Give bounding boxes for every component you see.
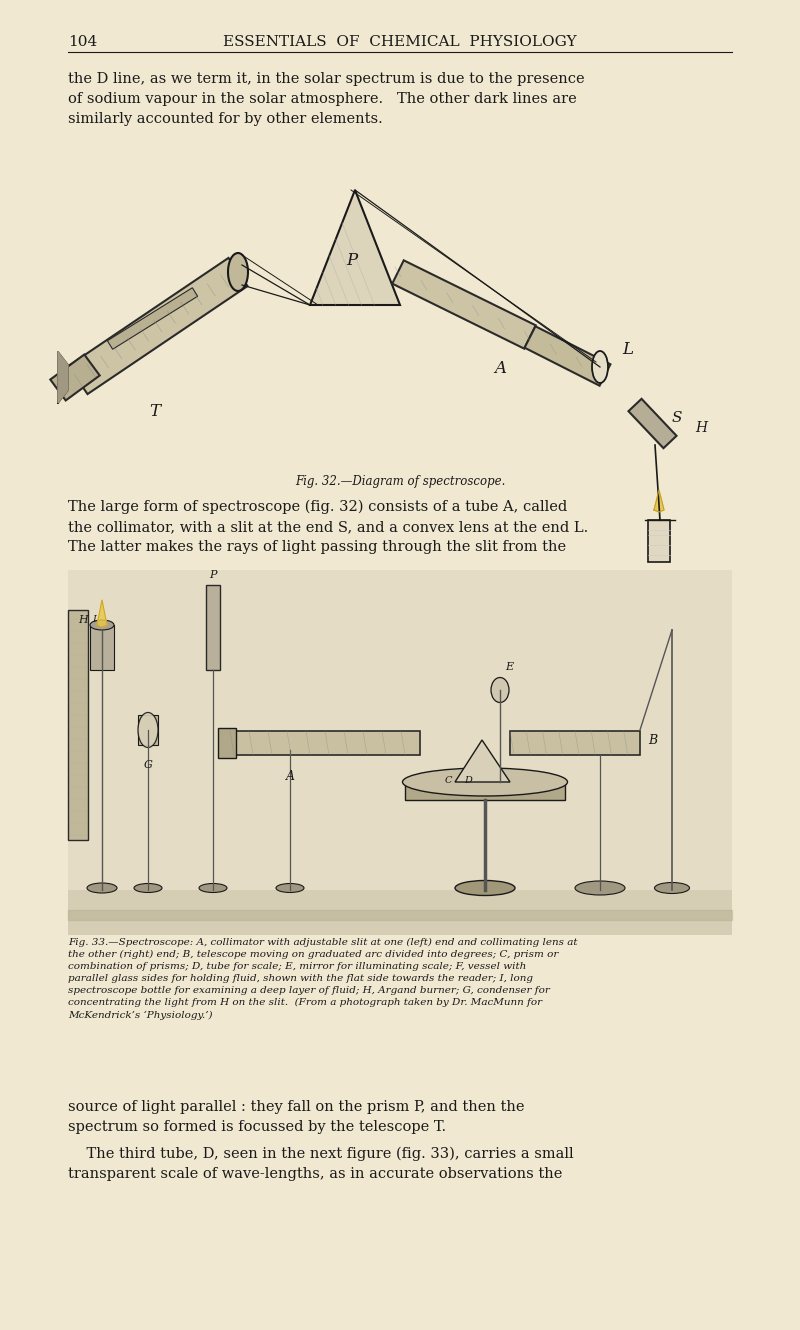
Ellipse shape [138,713,158,747]
Ellipse shape [134,883,162,892]
Text: A: A [494,360,506,376]
Text: source of light parallel : they fall on the prism P, and then the
spectrum so fo: source of light parallel : they fall on … [68,1100,525,1134]
FancyBboxPatch shape [405,782,565,801]
Text: 104: 104 [68,35,98,49]
Text: The third tube, D, seen in the next figure (fig. 33), carries a small
transparen: The third tube, D, seen in the next figu… [68,1146,574,1181]
Ellipse shape [592,351,608,383]
Text: B: B [648,734,657,746]
Text: Fig. 32.—Diagram of spectroscope.: Fig. 32.—Diagram of spectroscope. [295,475,505,488]
Text: D: D [464,775,472,785]
Text: H: H [78,614,88,625]
FancyBboxPatch shape [90,625,114,670]
Text: C: C [444,775,452,785]
Text: L: L [622,340,633,358]
Ellipse shape [402,767,567,795]
Ellipse shape [228,253,248,291]
Text: A: A [286,770,294,783]
Text: P: P [346,251,358,269]
Polygon shape [230,732,420,755]
Polygon shape [107,287,198,350]
Polygon shape [310,190,400,305]
FancyBboxPatch shape [138,716,158,745]
FancyBboxPatch shape [68,890,732,935]
Polygon shape [392,261,536,348]
Polygon shape [68,610,88,841]
Text: T: T [150,403,161,420]
Text: P: P [210,571,217,580]
Text: ESSENTIALS  OF  CHEMICAL  PHYSIOLOGY: ESSENTIALS OF CHEMICAL PHYSIOLOGY [223,35,577,49]
Ellipse shape [87,883,117,892]
Text: H: H [695,422,707,435]
FancyBboxPatch shape [648,520,670,563]
Ellipse shape [491,677,509,702]
Ellipse shape [575,880,625,895]
Text: E: E [505,662,513,672]
Text: G: G [143,759,153,770]
Polygon shape [58,352,68,403]
Polygon shape [97,600,107,626]
Text: The large form of spectroscope (fig. 32) consists of a tube A, called
the collim: The large form of spectroscope (fig. 32)… [68,500,588,555]
Ellipse shape [455,880,515,895]
Polygon shape [69,258,247,394]
Text: Fig. 33.—Spectroscope: A, collimator with adjustable slit at one (left) end and : Fig. 33.—Spectroscope: A, collimator wit… [68,938,578,1020]
Polygon shape [629,399,677,448]
Ellipse shape [276,883,304,892]
Polygon shape [525,326,610,386]
Polygon shape [206,585,220,670]
Text: I: I [92,614,96,624]
Ellipse shape [199,883,227,892]
Text: the D line, as we term it, in the solar spectrum is due to the presence
of sodiu: the D line, as we term it, in the solar … [68,72,585,126]
FancyBboxPatch shape [218,728,236,758]
Polygon shape [50,355,100,400]
Polygon shape [510,732,640,755]
Ellipse shape [90,620,114,630]
Ellipse shape [654,883,690,894]
Polygon shape [455,739,510,782]
Text: S: S [672,411,682,426]
Polygon shape [654,489,664,512]
FancyBboxPatch shape [68,571,732,935]
